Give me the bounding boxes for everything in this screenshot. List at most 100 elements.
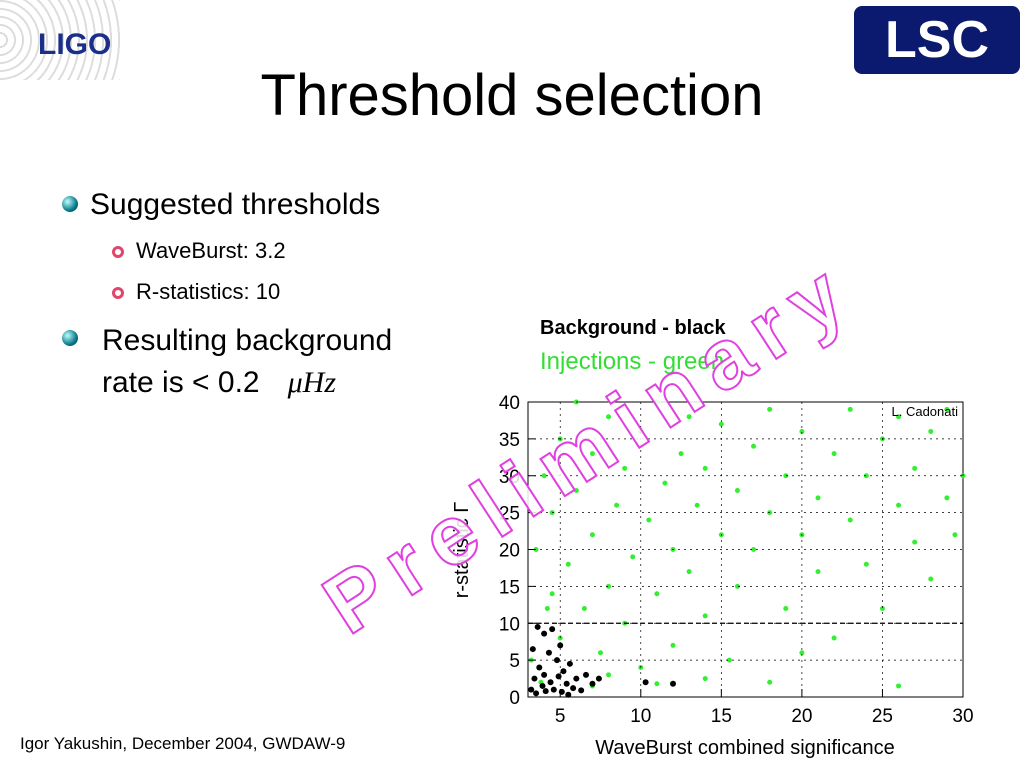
point xyxy=(536,664,543,671)
point xyxy=(944,495,950,501)
point xyxy=(654,399,660,405)
point xyxy=(550,686,557,693)
point xyxy=(541,473,547,479)
point xyxy=(662,480,668,486)
point xyxy=(896,502,902,508)
x-axis-label: WaveBurst combined significance xyxy=(595,737,894,759)
point xyxy=(581,606,587,611)
point xyxy=(557,642,564,649)
point xyxy=(533,547,539,552)
point xyxy=(595,675,602,682)
point xyxy=(541,671,548,678)
legend-entry: Background - black xyxy=(540,317,726,339)
bullet: Resulting background rate is < 0.2 μHz xyxy=(62,320,442,404)
point xyxy=(751,547,757,552)
point xyxy=(565,691,572,698)
y-tick-label: 0 xyxy=(509,688,520,709)
point xyxy=(555,673,562,680)
point xyxy=(566,660,573,667)
point xyxy=(847,406,853,412)
point xyxy=(589,451,595,457)
slide-title: Threshold selection xyxy=(260,63,764,128)
point xyxy=(751,443,757,449)
point xyxy=(879,606,885,611)
x-tick-label: 5 xyxy=(555,706,566,727)
x-tick-label: 15 xyxy=(711,706,732,727)
point xyxy=(544,606,550,611)
logo-lsc: LSC xyxy=(854,6,1020,74)
point xyxy=(542,688,549,695)
bullet-text: Resulting background rate is < 0.2 xyxy=(102,324,393,399)
point xyxy=(606,672,612,678)
point xyxy=(912,539,918,545)
x-tick-label: 10 xyxy=(630,706,651,727)
point xyxy=(815,569,821,575)
point xyxy=(686,569,692,575)
point xyxy=(670,642,676,648)
point xyxy=(831,635,837,641)
y-tick-label: 20 xyxy=(499,541,520,562)
point xyxy=(831,451,837,457)
point xyxy=(799,650,805,656)
point xyxy=(783,606,789,611)
point xyxy=(529,646,536,653)
sub-bullet-text: WaveBurst: 3.2 xyxy=(136,238,286,263)
point xyxy=(799,429,805,434)
point xyxy=(606,583,612,589)
logo-ligo: LIGO xyxy=(38,28,112,61)
point xyxy=(896,683,902,689)
sub-bullet: WaveBurst: 3.2 xyxy=(112,238,286,264)
y-axis-label: r-statistic Γ xyxy=(451,502,473,599)
point xyxy=(565,561,571,567)
point xyxy=(863,561,869,567)
point xyxy=(549,591,555,597)
point xyxy=(563,680,570,687)
point xyxy=(815,495,821,501)
legend-entry: Injections - green xyxy=(540,348,725,375)
point xyxy=(896,414,902,420)
point xyxy=(678,451,684,457)
point xyxy=(734,488,740,493)
point xyxy=(545,649,552,656)
x-tick-label: 25 xyxy=(872,706,893,727)
point xyxy=(606,414,612,420)
point xyxy=(531,675,538,682)
point xyxy=(642,679,649,686)
x-tick-label: 20 xyxy=(791,706,812,727)
point xyxy=(847,517,853,523)
point xyxy=(589,532,595,538)
point xyxy=(702,465,708,471)
point xyxy=(638,429,644,434)
point xyxy=(686,414,692,420)
point xyxy=(783,473,789,479)
y-tick-label: 35 xyxy=(499,430,520,451)
annotation: L. Cadonati xyxy=(892,404,959,419)
point xyxy=(583,671,589,678)
point xyxy=(554,657,560,664)
point xyxy=(767,679,773,685)
point xyxy=(549,626,556,633)
point xyxy=(863,473,869,479)
bullet: Suggested thresholds xyxy=(62,188,380,222)
bullet-text: Suggested thresholds xyxy=(90,188,381,221)
point xyxy=(734,583,740,589)
point xyxy=(928,576,934,582)
y-tick-label: 10 xyxy=(499,614,520,635)
point xyxy=(654,681,660,687)
point xyxy=(726,657,732,663)
point xyxy=(670,680,676,687)
point xyxy=(654,591,660,597)
sub-bullet-text: R-statistics: 10 xyxy=(136,279,281,304)
point xyxy=(767,406,773,412)
point xyxy=(528,686,535,693)
point xyxy=(702,613,708,619)
point xyxy=(944,406,950,412)
point xyxy=(570,685,577,692)
point xyxy=(598,650,603,656)
y-tick-label: 40 xyxy=(499,393,520,414)
footer: Igor Yakushin, December 2004, GWDAW-9 xyxy=(20,734,346,753)
point xyxy=(541,630,548,637)
point xyxy=(928,429,934,434)
